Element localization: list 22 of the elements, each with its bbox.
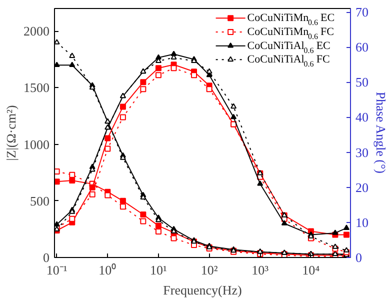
- y-tick-label: 2000: [24, 24, 50, 39]
- y2-tick-label: 0: [356, 250, 362, 265]
- y2-tick-label: 70: [356, 4, 368, 20]
- y2-tick-label: 20: [356, 180, 368, 195]
- x-tick-label: 10³: [252, 262, 269, 278]
- y-axis-title: |Z|(Ω·cm²): [4, 105, 18, 161]
- x-tick-label: 10²: [200, 262, 218, 278]
- y-tick-label: 1000: [24, 136, 50, 152]
- x-tick-label: 10⁻¹: [46, 262, 68, 278]
- y2-tick-label: 50: [356, 74, 368, 90]
- y2-tick-label: 10: [356, 214, 368, 230]
- x-tick-label: 10⁰: [98, 262, 117, 278]
- y2-axis-title: Phase Angle (°): [374, 92, 388, 174]
- y2-tick-label: 60: [356, 40, 368, 55]
- y2-tick-label: 40: [356, 110, 368, 125]
- x-tick-label: 10⁴: [302, 262, 320, 278]
- x-tick-label: 10¹: [150, 262, 168, 278]
- y-tick-label: 1500: [24, 80, 50, 96]
- x-axis-title: Frequency(Hz): [163, 282, 242, 298]
- y2-tick-label: 30: [356, 144, 368, 160]
- y-tick-label: 500: [30, 193, 50, 208]
- y-tick-label: 0: [43, 250, 50, 265]
